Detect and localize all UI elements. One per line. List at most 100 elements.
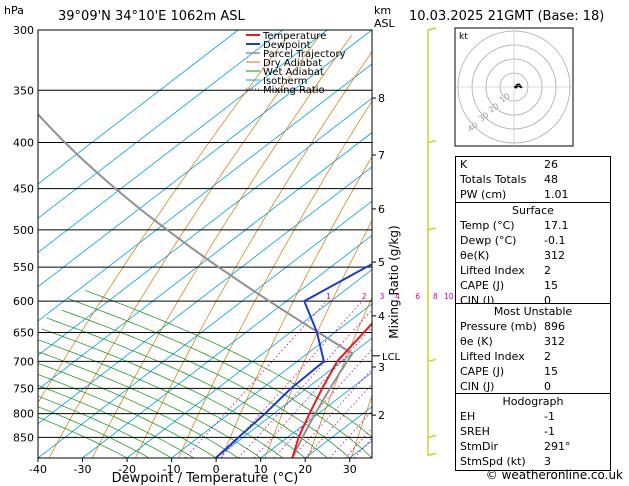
isotherm-line — [38, 30, 328, 253]
mixing-ratio-axis-label: Mixing Ratio (g/kg) — [387, 225, 401, 338]
temperature-line — [291, 322, 372, 458]
hodo-row: SREH -1 — [456, 424, 610, 439]
isotherm-line — [126, 269, 372, 458]
row-label: EH — [460, 410, 476, 423]
row-value: 17.1 — [544, 219, 569, 232]
isotherm-line — [215, 337, 372, 458]
row-value: 0 — [544, 380, 551, 393]
wind-barb — [427, 27, 437, 31]
temp-tick-label: -40 — [29, 463, 47, 476]
mixing-ratio-label: 4 — [395, 292, 400, 301]
temp-tick-label: -20 — [118, 463, 136, 476]
mixing-ratio-label: 3 — [380, 292, 385, 301]
pressure-tick-label: 750 — [13, 382, 34, 395]
surface-row: θe(K) 312 — [456, 248, 610, 263]
surface-table: Surface Temp (°C) 17.1 Dewp (°C) -0.1 θe(K… — [455, 202, 611, 307]
mu-row: Lifted Index 2 — [456, 349, 610, 364]
row-value: 15 — [544, 279, 558, 292]
storm-motion-marker — [514, 85, 518, 89]
temp-tick-label: 20 — [298, 463, 312, 476]
temp-tick-label: 30 — [343, 463, 357, 476]
row-label: Dewp (°C) — [460, 234, 517, 247]
isotherm-line — [38, 132, 372, 390]
row-value: 3 — [544, 455, 551, 468]
isotherm-line — [38, 30, 239, 185]
index-value: 48 — [544, 173, 558, 186]
isotherm-line — [38, 63, 372, 322]
asl-unit-label: ASL — [374, 17, 396, 30]
pressure-tick-label: 350 — [13, 84, 34, 97]
km-tick-label: 2 — [378, 409, 385, 422]
wet-adiabat-line — [67, 298, 372, 458]
mixing-ratio-line — [184, 300, 327, 458]
pressure-tick-label: 650 — [13, 326, 34, 339]
wind-barb — [427, 452, 437, 456]
mu-row: Pressure (mb) 896 — [456, 319, 610, 334]
row-label: SREH — [460, 425, 490, 438]
row-label: StmSpd (kt) — [460, 455, 526, 468]
parcel-trajectory-line — [38, 112, 354, 458]
hodo-row: StmSpd (kt) 3 — [456, 454, 610, 469]
surface-row: Temp (°C) 17.1 — [456, 218, 610, 233]
most-unstable-table: Most Unstable Pressure (mb) 896 θe (K) 312… — [455, 303, 611, 396]
km-tick-label: 3 — [378, 361, 385, 374]
km-tick-label: 5 — [378, 256, 385, 269]
row-value: 2 — [544, 350, 551, 363]
index-label: PW (cm) — [460, 188, 507, 201]
dewpoint-line — [215, 263, 372, 458]
hodograph: kt 10 20 30 40 — [454, 27, 574, 147]
mixing-ratio-label: 8 — [433, 292, 438, 301]
isotherm-line — [38, 97, 372, 356]
row-label: θe(K) — [460, 249, 490, 262]
km-tick-label: 7 — [378, 149, 385, 162]
km-unit-label: km — [374, 4, 391, 17]
indices-table: K 26 Totals Totals 48 PW (cm) 1.01 — [455, 156, 611, 205]
row-label: Pressure (mb) — [460, 320, 537, 333]
wet-adiabat-line — [38, 416, 128, 458]
index-row-k: K 26 — [456, 157, 610, 172]
mu-row: CIN (J) 0 — [456, 379, 610, 394]
row-value: -1 — [544, 410, 555, 423]
row-value: 896 — [544, 320, 565, 333]
wet-adiabat-line — [38, 395, 172, 458]
wind-barbs — [427, 27, 437, 456]
row-label: Lifted Index — [460, 350, 525, 363]
index-row-totals: Totals Totals 48 — [456, 172, 610, 187]
row-label: Temp (°C) — [460, 219, 515, 232]
hodograph-table-title: Hodograph — [502, 395, 564, 408]
legend-isotherm: Isotherm — [263, 76, 307, 87]
row-label: Lifted Index — [460, 264, 525, 277]
plot-frame — [37, 29, 373, 459]
isotherm-line — [38, 30, 372, 288]
hodo-row: EH -1 — [456, 409, 610, 424]
location-title: 39°09'N 34°10'E 1062m ASL — [58, 9, 246, 24]
isotherm-line — [171, 303, 372, 458]
pressure-tick-label: 300 — [13, 24, 34, 37]
row-value: -1 — [544, 425, 555, 438]
wind-barb — [427, 358, 437, 363]
km-tick-label: 8 — [378, 92, 385, 105]
temp-tick-label: -30 — [74, 463, 92, 476]
legend-temperature: Temperature — [262, 31, 326, 42]
legend-parcel: Parcel Trajectory — [263, 49, 346, 60]
row-label: StmDir — [460, 440, 499, 453]
row-label: θe (K) — [460, 335, 493, 348]
wet-adiabat-line — [38, 339, 284, 458]
pressure-tick-label: 850 — [13, 431, 34, 444]
km-tick-label: 4 — [378, 310, 385, 323]
wind-barb — [427, 227, 437, 231]
dry-adiabat-line — [610, 35, 629, 458]
mixing-ratio-line — [238, 309, 372, 458]
mu-row: CAPE (J) 15 — [456, 364, 610, 379]
dry-adiabat-line — [221, 156, 372, 458]
pressure-tick-label: 700 — [13, 355, 34, 368]
dry-adiabat-line — [350, 394, 372, 458]
index-label: K — [460, 158, 468, 171]
index-value: 26 — [544, 158, 558, 171]
wet-adiabat-line — [38, 385, 195, 458]
isotherm-line — [38, 166, 372, 425]
hodo-row: StmDir 291° — [456, 439, 610, 454]
mixing-ratio-label: 6 — [415, 292, 420, 301]
mixing-ratio-label: 1 — [326, 292, 331, 301]
lcl-label: LCL — [382, 352, 401, 363]
